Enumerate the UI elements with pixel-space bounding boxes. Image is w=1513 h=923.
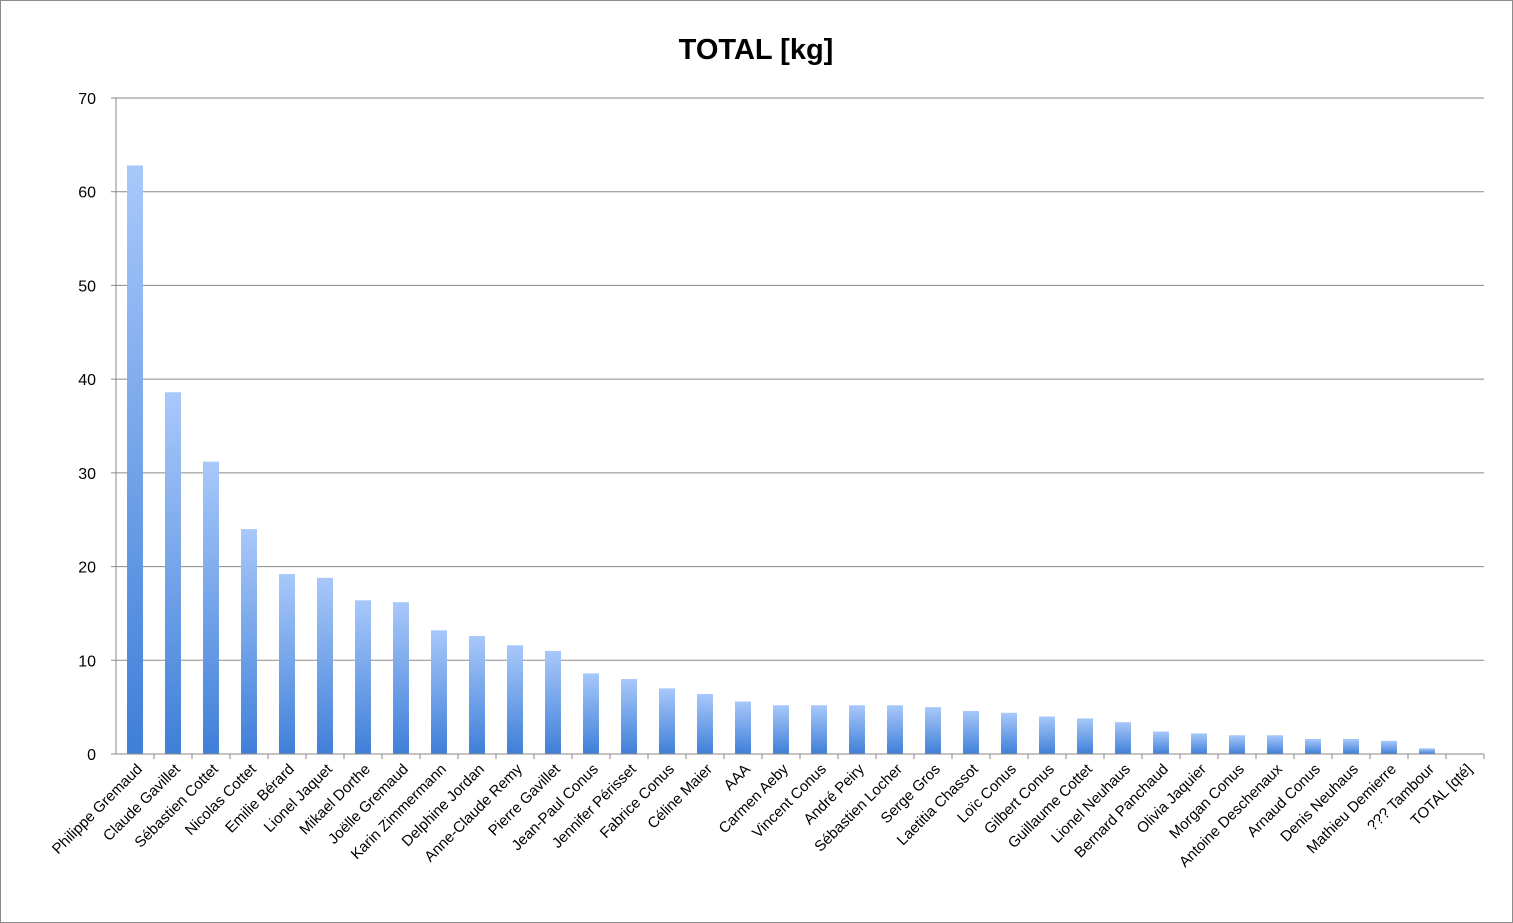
- bar: [583, 673, 599, 754]
- gridlines: [116, 97, 1484, 661]
- bar: [849, 705, 865, 754]
- bar: [1191, 733, 1207, 754]
- y-tick-label: 70: [78, 91, 96, 108]
- bar: [279, 574, 295, 754]
- bar: [773, 705, 789, 754]
- bars: [127, 165, 1435, 754]
- bar: [1305, 739, 1321, 754]
- bar: [1153, 731, 1169, 754]
- y-tick-label: 50: [78, 278, 96, 295]
- bar: [1381, 740, 1397, 754]
- bar: [1001, 712, 1017, 754]
- bar: [1115, 722, 1131, 754]
- bar: [165, 392, 181, 754]
- y-tick-label: 10: [78, 653, 96, 670]
- bar: [1039, 716, 1055, 754]
- bar: [431, 630, 447, 754]
- bar: [621, 679, 637, 754]
- bar: [317, 577, 333, 754]
- y-tick-label: 30: [78, 466, 96, 483]
- x-tick-label: AAA: [721, 761, 754, 794]
- bar: [963, 710, 979, 754]
- y-axis-ticks: 0 10 20 30 40 50 60 70: [78, 91, 116, 764]
- bar: [393, 602, 409, 754]
- bar: [1419, 748, 1435, 754]
- y-tick-label: 20: [78, 560, 96, 577]
- bar: [811, 705, 827, 754]
- y-tick-label: 0: [87, 747, 96, 764]
- bar: [925, 707, 941, 754]
- y-tick-label: 60: [78, 185, 96, 202]
- bar: [355, 600, 371, 754]
- bar: [203, 461, 219, 754]
- chart-title: TOTAL [kg]: [679, 34, 834, 66]
- bar: [127, 165, 143, 754]
- axes: [115, 98, 1485, 759]
- bar: [241, 529, 257, 754]
- bar: [469, 635, 485, 754]
- bar: [507, 645, 523, 754]
- bar: [1343, 739, 1359, 754]
- bar: [735, 701, 751, 754]
- bar: [1229, 735, 1245, 754]
- bar: [545, 650, 561, 754]
- bar: [1077, 718, 1093, 754]
- bar: [887, 705, 903, 754]
- y-tick-label: 40: [78, 372, 96, 389]
- bar: [1267, 735, 1283, 754]
- bar: [659, 688, 675, 754]
- bar: [697, 694, 713, 754]
